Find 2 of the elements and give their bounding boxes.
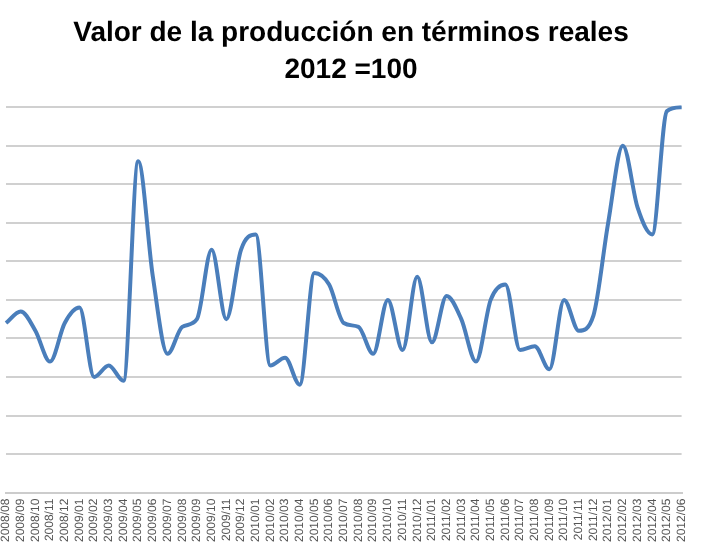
chart-subtitle: 2012 =100 [284, 52, 418, 85]
chart-title: Valor de la producción en términos reales [73, 14, 630, 47]
